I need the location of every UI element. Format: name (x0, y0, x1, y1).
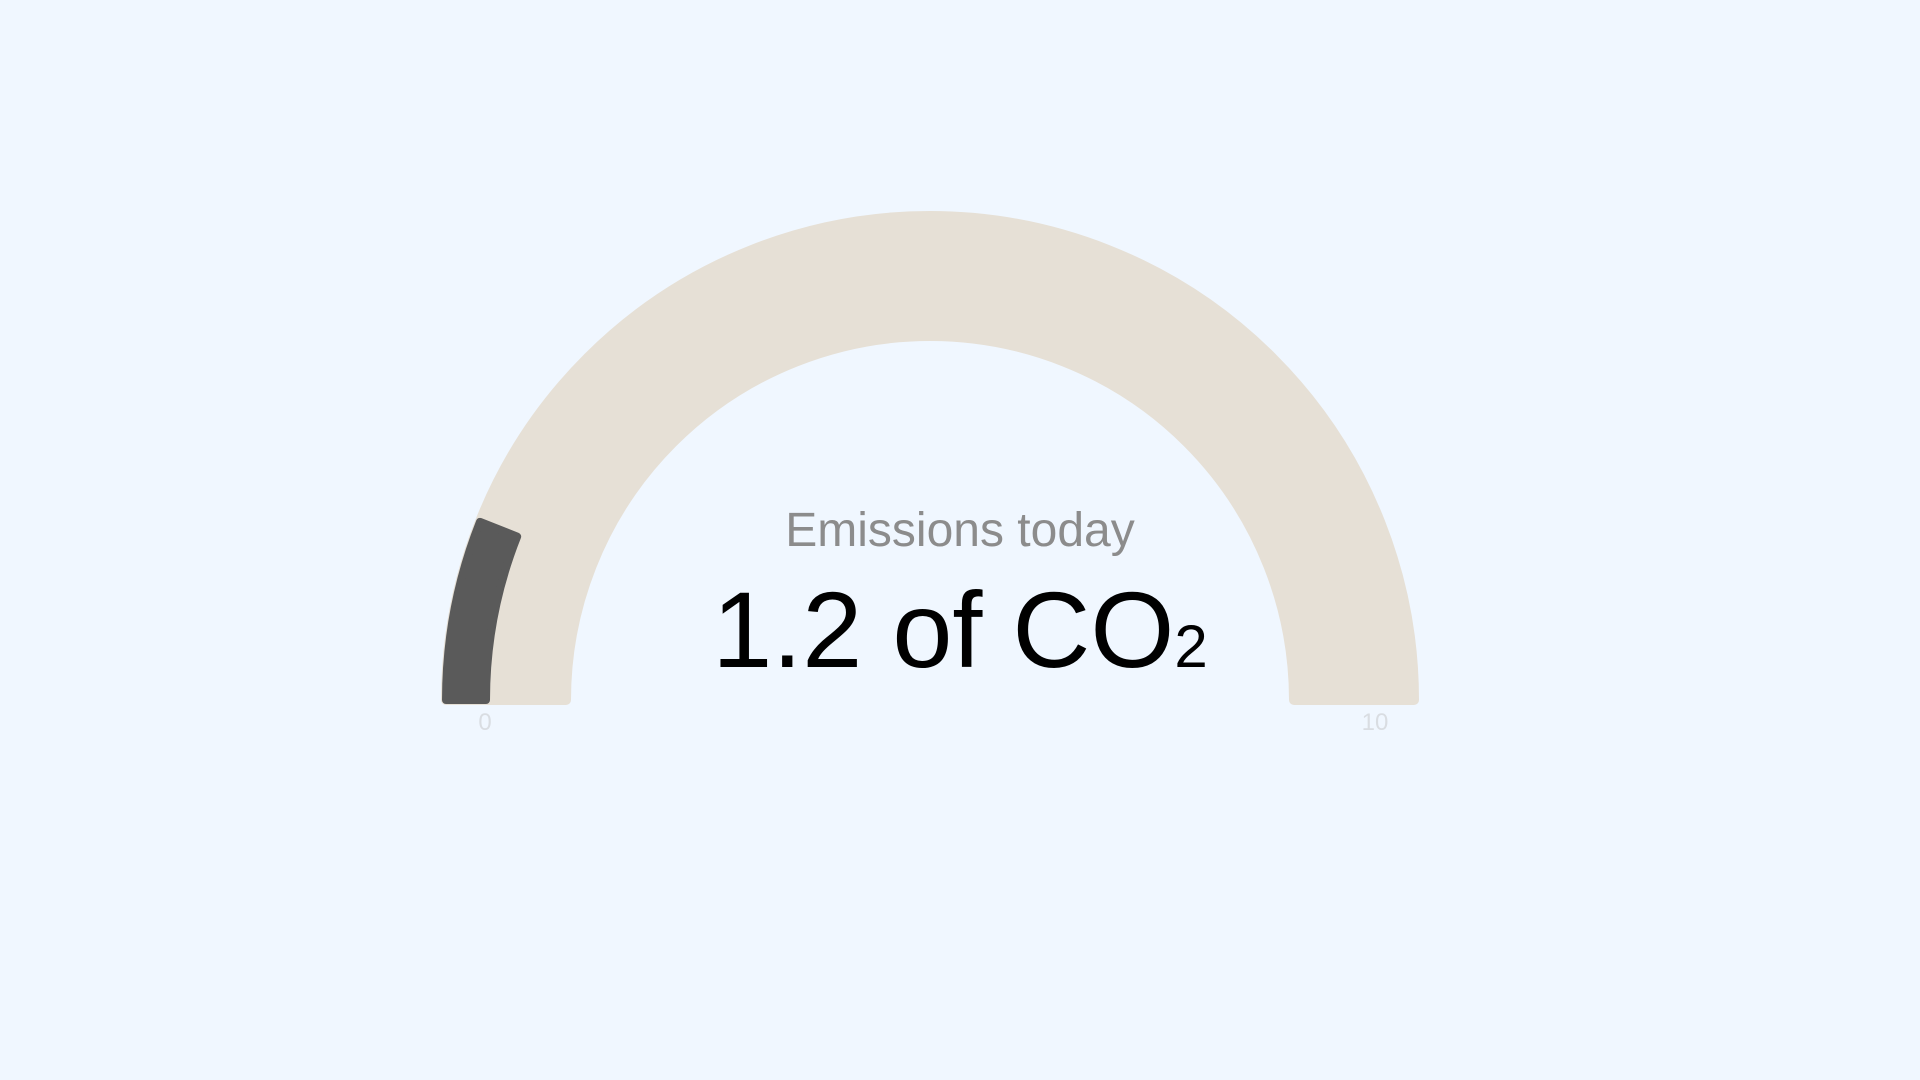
gauge-value-readout: 1.2 of CO2 (0, 570, 1920, 707)
gauge-unit-subscript: 2 (1174, 613, 1208, 680)
gauge-unit: of CO (892, 569, 1175, 690)
gauge-title: Emissions today (785, 504, 1135, 557)
gauge-track (441, 211, 1419, 705)
gauge-min-label: 0 (478, 709, 492, 736)
gauge-max-label: 10 (1361, 709, 1389, 736)
gauge-value: 1.2 (712, 569, 863, 690)
gauge-fill-bar (442, 517, 522, 704)
